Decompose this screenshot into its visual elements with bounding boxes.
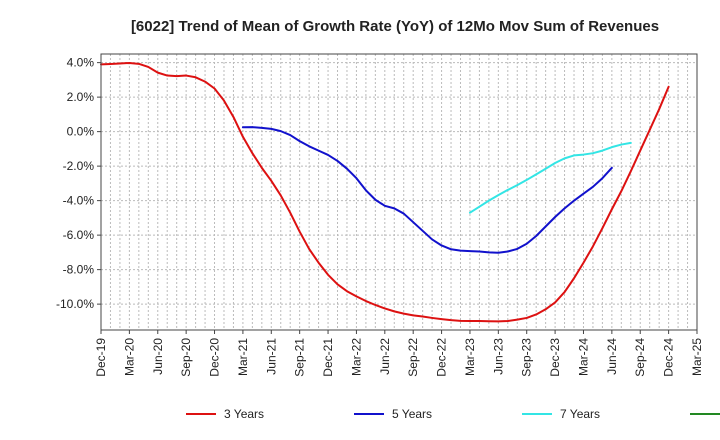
x-tick-label: Jun-20 (151, 338, 165, 375)
y-tick-label: 4.0% (67, 56, 95, 70)
series-line-7-years (468, 141, 632, 214)
x-tick-label: Sep-20 (179, 338, 193, 377)
series-line-5-years (241, 126, 613, 254)
series-layer (100, 61, 670, 323)
x-tick-label: Sep-23 (520, 338, 534, 377)
x-tick-label: Dec-20 (208, 338, 222, 377)
x-tick-label: Jun-21 (264, 338, 278, 375)
x-tick-label: Dec-19 (94, 338, 108, 377)
chart-title: [6022] Trend of Mean of Growth Rate (YoY… (131, 18, 659, 35)
x-tick-label: Dec-22 (435, 338, 449, 377)
x-tick-label: Jun-23 (491, 338, 505, 375)
x-tick-label: Sep-22 (406, 338, 420, 377)
y-tick-label: 2.0% (67, 90, 95, 104)
y-tick-label: -2.0% (63, 159, 95, 173)
x-tick-label: Mar-24 (576, 338, 590, 376)
y-tick-label: -6.0% (63, 228, 95, 242)
legend-label-5-years: 5 Years (392, 407, 432, 421)
x-tick-label: Sep-21 (293, 338, 307, 377)
axis-layer: 4.0% 2.0% 0.0% -2.0% -4.0% -6.0% -8.0% -10.0% De… (56, 56, 704, 377)
y-tick-label: -8.0% (63, 263, 95, 277)
grid-layer (101, 54, 697, 330)
x-tick-label: Jun-22 (378, 338, 392, 375)
x-tick-label: Mar-21 (236, 338, 250, 376)
x-tick-label: Mar-22 (349, 338, 363, 376)
x-tick-label: Dec-21 (321, 338, 335, 377)
x-tick-label: Dec-24 (662, 338, 676, 377)
y-tick-label: -10.0% (56, 297, 94, 311)
y-tick-label: 0.0% (67, 125, 95, 139)
legend-label-7-years: 7 Years (560, 407, 600, 421)
x-tick-label: Mar-20 (122, 338, 136, 376)
legend-label-3-years: 3 Years (224, 407, 264, 421)
x-tick-label: Sep-24 (633, 338, 647, 377)
x-tick-label: Mar-23 (463, 338, 477, 376)
x-tick-label: Mar-25 (690, 338, 704, 376)
y-tick-label: -4.0% (63, 194, 95, 208)
x-tick-label: Dec-23 (548, 338, 562, 377)
x-tick-label: Jun-24 (605, 338, 619, 375)
plot-frame (100, 53, 698, 331)
series-line-3-years (100, 61, 670, 323)
